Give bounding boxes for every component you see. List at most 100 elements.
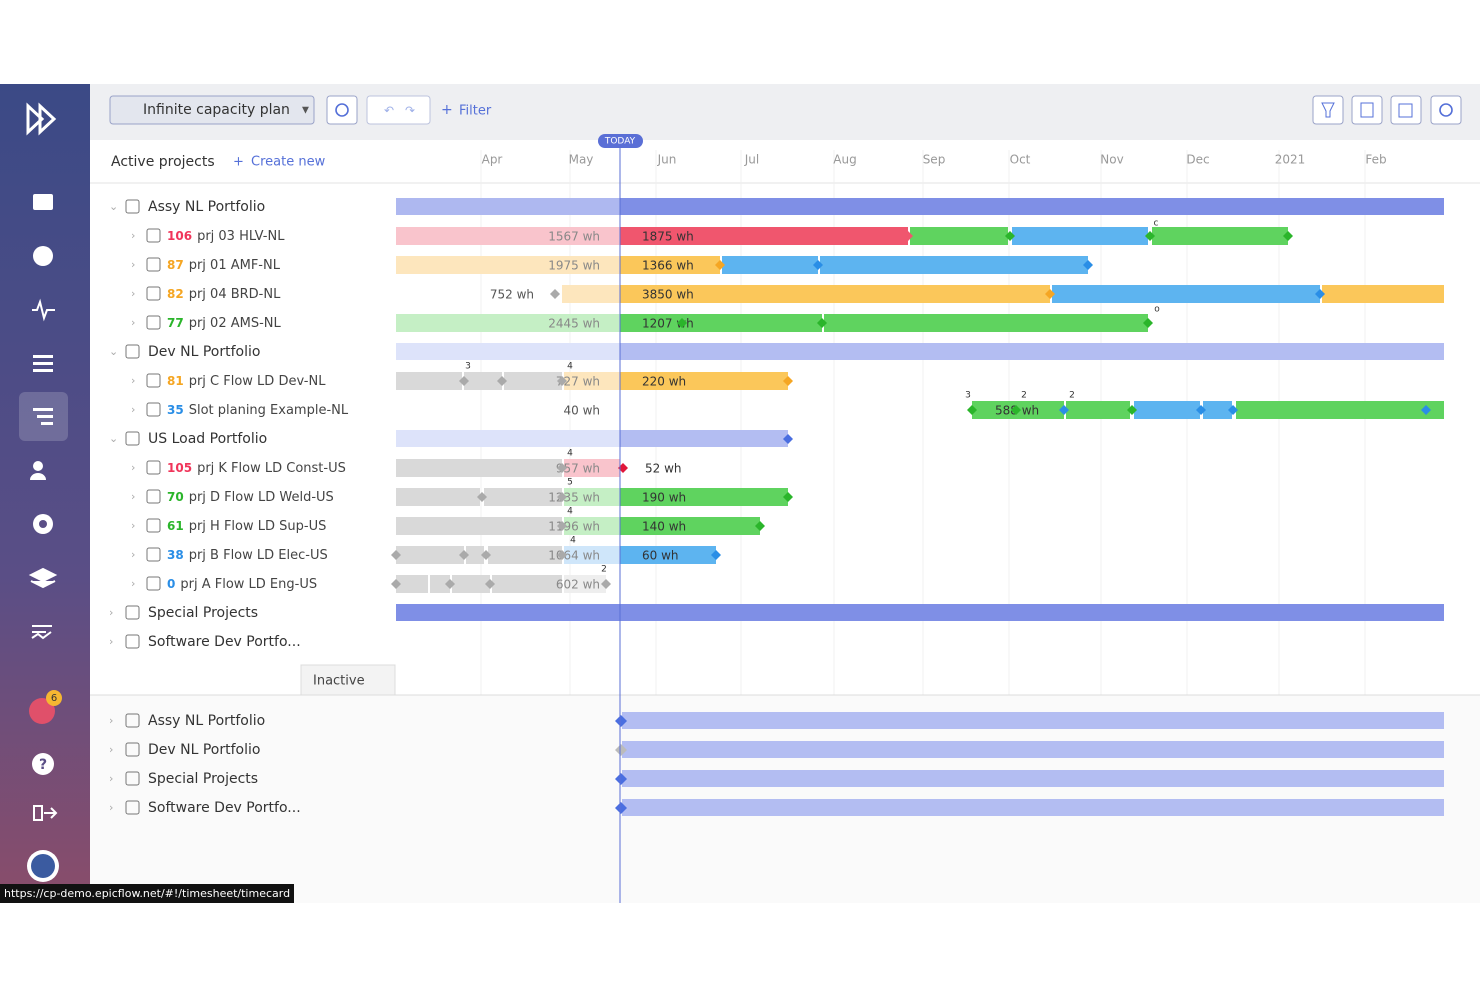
- nav-dashboard[interactable]: [33, 246, 53, 266]
- project-name[interactable]: 81 prj C Flow LD Dev-NL: [167, 374, 326, 389]
- milestone: [967, 405, 977, 415]
- priority: 81: [167, 374, 184, 388]
- expand-chevron[interactable]: ›: [109, 772, 113, 785]
- create-new[interactable]: Create new: [251, 155, 326, 170]
- expand-chevron[interactable]: ›: [131, 461, 135, 474]
- nav-grid[interactable]: [33, 194, 53, 210]
- month-label: May: [569, 153, 594, 167]
- portfolio-name[interactable]: Assy NL Portfolio: [148, 713, 265, 729]
- project-name[interactable]: 87 prj 01 AMF-NL: [167, 258, 281, 273]
- refresh-button[interactable]: [326, 95, 358, 125]
- milestone: [677, 318, 687, 328]
- portfolio-name[interactable]: Software Dev Portfo...: [148, 634, 301, 650]
- gantt-bar: [620, 227, 908, 245]
- expand-chevron[interactable]: ⌄: [109, 345, 118, 358]
- left-hours: 2445 wh: [548, 317, 600, 331]
- expand-chevron[interactable]: ›: [131, 287, 135, 300]
- project-name[interactable]: 61 prj H Flow LD Sup-US: [167, 519, 326, 534]
- priority: 35: [167, 403, 184, 417]
- expand-chevron[interactable]: ›: [131, 577, 135, 590]
- redo[interactable]: ↷: [405, 104, 415, 118]
- gantt-bar: [396, 343, 620, 360]
- priority: 77: [167, 316, 184, 330]
- badge-count: 6: [51, 693, 57, 704]
- filter-button[interactable]: Filter: [459, 104, 492, 119]
- gantt-bar: [622, 770, 1444, 787]
- expand-chevron[interactable]: ›: [131, 229, 135, 242]
- portfolio-name[interactable]: Special Projects: [148, 771, 258, 787]
- milestone: [783, 492, 793, 502]
- expand-chevron[interactable]: ›: [131, 374, 135, 387]
- nav-list: [33, 362, 53, 365]
- project-name[interactable]: 0 prj A Flow LD Eng-US: [167, 577, 317, 592]
- expand-chevron[interactable]: ⌄: [109, 200, 118, 213]
- project-name[interactable]: 106 prj 03 HLV-NL: [167, 229, 285, 244]
- milestone: [1083, 260, 1093, 270]
- expand-chevron[interactable]: ›: [131, 519, 135, 532]
- tool-button[interactable]: [1430, 95, 1462, 125]
- milestone: [615, 744, 627, 756]
- priority: 38: [167, 548, 184, 562]
- project-name[interactable]: 70 prj D Flow LD Weld-US: [167, 490, 334, 505]
- portfolio-name[interactable]: Assy NL Portfolio: [148, 199, 265, 215]
- gantt-bar: [910, 227, 1008, 245]
- expand-chevron[interactable]: ›: [109, 606, 113, 619]
- tool-button[interactable]: [1390, 95, 1422, 125]
- month-label: Jun: [657, 153, 677, 167]
- nav-list[interactable]: [33, 355, 53, 358]
- milestone: [817, 318, 827, 328]
- tool-button[interactable]: [1351, 95, 1383, 125]
- plan-select[interactable]: [109, 95, 315, 125]
- milestone: [557, 376, 567, 386]
- portfolio-name[interactable]: Software Dev Portfo...: [148, 800, 301, 816]
- expand-chevron[interactable]: ⌄: [109, 432, 118, 445]
- project-icon: [146, 315, 161, 330]
- portfolio-name[interactable]: Special Projects: [148, 605, 258, 621]
- create-plus[interactable]: +: [233, 155, 244, 170]
- expand-chevron[interactable]: ›: [131, 316, 135, 329]
- project-name[interactable]: 38 prj B Flow LD Elec-US: [167, 548, 328, 563]
- status-bar: [0, 884, 294, 903]
- expand-chevron[interactable]: ›: [131, 258, 135, 271]
- project-name[interactable]: 82 prj 04 BRD-NL: [167, 287, 281, 302]
- milestone: [497, 376, 507, 386]
- milestone: [1145, 231, 1155, 241]
- filter-plus[interactable]: +: [441, 102, 453, 118]
- milestone: [783, 434, 793, 444]
- help[interactable]: [32, 753, 54, 775]
- expand-chevron[interactable]: ›: [131, 548, 135, 561]
- portfolio-name[interactable]: US Load Portfolio: [148, 431, 267, 447]
- nav-users[interactable]: [33, 461, 43, 471]
- undo-redo[interactable]: [366, 95, 431, 125]
- project-name[interactable]: 35 Slot planing Example-NL: [167, 403, 349, 418]
- expand-chevron[interactable]: ›: [131, 490, 135, 503]
- gantt-bar: [492, 575, 562, 593]
- expand-chevron[interactable]: ›: [131, 403, 135, 416]
- portfolio-name[interactable]: Dev NL Portfolio: [148, 742, 260, 758]
- expand-chevron[interactable]: ›: [109, 714, 113, 727]
- nav-analytics[interactable]: [31, 625, 52, 640]
- expand-chevron[interactable]: ›: [109, 635, 113, 648]
- status-url: https://cp-demo.epicflow.net/#!/timeshee…: [4, 887, 290, 900]
- notifications[interactable]: [29, 698, 55, 724]
- inactive-tab[interactable]: [300, 664, 396, 696]
- name: prj D Flow LD Weld-US: [189, 490, 334, 505]
- milestone: [557, 550, 567, 560]
- priority: 105: [167, 461, 192, 475]
- milestone: [601, 579, 611, 589]
- project-name[interactable]: 105 prj K Flow LD Const-US: [167, 461, 346, 476]
- gantt-bar: [1134, 401, 1200, 419]
- priority: 0: [167, 577, 175, 591]
- portfolio-name[interactable]: Dev NL Portfolio: [148, 344, 260, 360]
- expand-chevron[interactable]: ›: [109, 801, 113, 814]
- milestone: [477, 492, 487, 502]
- milestone-label: 3: [965, 391, 971, 401]
- nav-layers[interactable]: [28, 567, 58, 589]
- nav-pulse[interactable]: [32, 298, 55, 322]
- project-name[interactable]: 77 prj 02 AMS-NL: [167, 316, 281, 331]
- undo[interactable]: ↶: [384, 104, 394, 118]
- expand-chevron[interactable]: ›: [109, 743, 113, 756]
- milestone-label: o: [1154, 305, 1160, 315]
- logout[interactable]: [33, 805, 58, 821]
- tool-button[interactable]: [1312, 95, 1344, 125]
